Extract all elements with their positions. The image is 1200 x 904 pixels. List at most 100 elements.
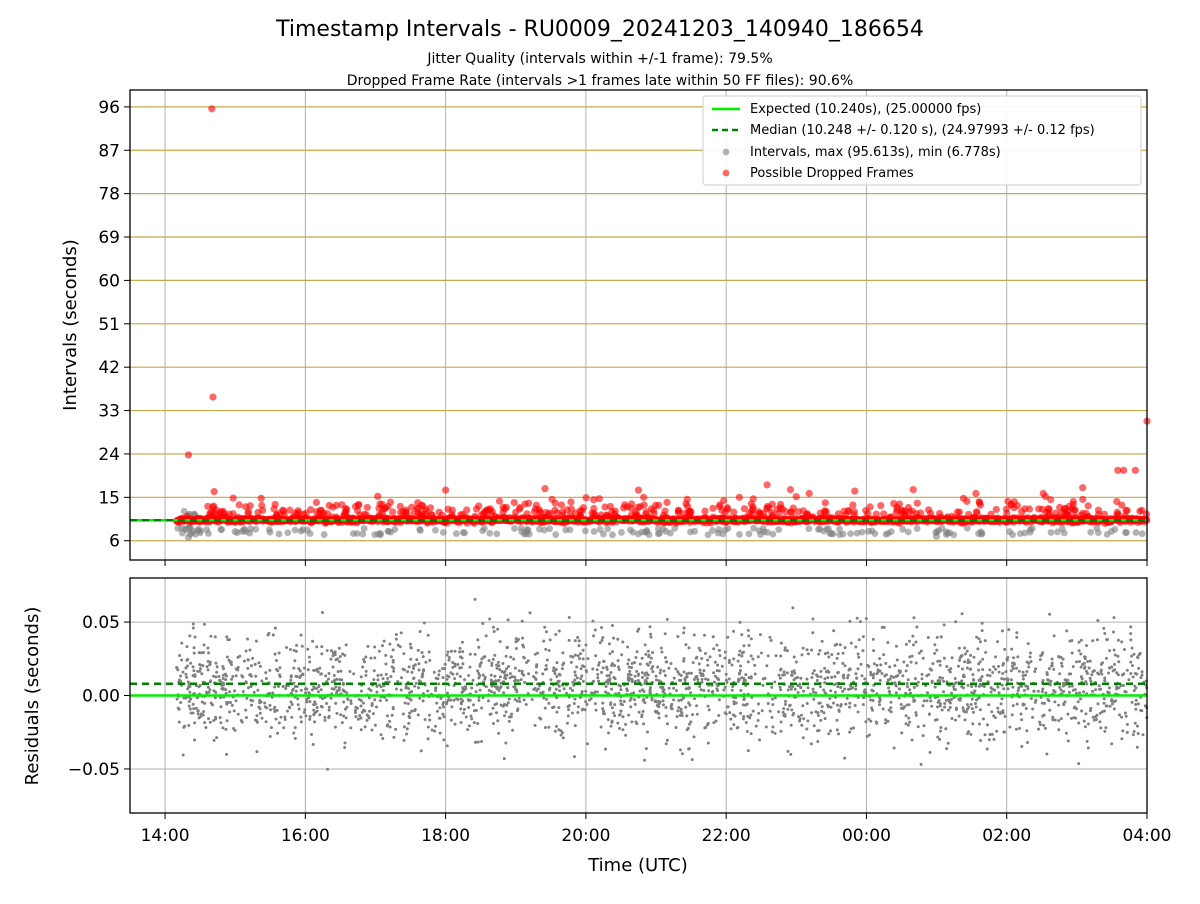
- residual-point: [295, 675, 298, 678]
- residual-point: [929, 751, 932, 754]
- residual-point: [1136, 656, 1139, 659]
- residual-point: [708, 655, 711, 658]
- residual-point: [842, 674, 845, 677]
- residual-point: [1115, 671, 1118, 674]
- interval-point: [750, 525, 757, 532]
- residual-point: [192, 703, 195, 706]
- residual-point: [650, 636, 653, 639]
- residual-point: [400, 631, 403, 634]
- interval-point: [292, 527, 299, 534]
- residual-point: [692, 661, 695, 664]
- residual-point: [243, 660, 246, 663]
- residual-point: [737, 660, 740, 663]
- residual-point: [662, 670, 665, 673]
- residual-point: [512, 658, 515, 661]
- residual-point: [971, 707, 974, 710]
- residual-point: [838, 710, 841, 713]
- intervals-y-tick-label: 87: [98, 141, 120, 161]
- residual-point: [780, 642, 783, 645]
- residual-point: [200, 713, 203, 716]
- residual-point: [942, 690, 945, 693]
- residual-point: [368, 696, 371, 699]
- residual-point: [687, 686, 690, 689]
- residual-point: [346, 698, 349, 701]
- residual-point: [717, 678, 720, 681]
- residual-point: [327, 672, 330, 675]
- residual-point: [819, 685, 822, 688]
- residual-point: [857, 653, 860, 656]
- residual-point: [997, 710, 1000, 713]
- residual-point: [333, 674, 336, 677]
- residual-point: [693, 697, 696, 700]
- residual-point: [1126, 731, 1129, 734]
- residual-point: [619, 699, 622, 702]
- residual-point: [324, 674, 327, 677]
- residual-point: [656, 666, 659, 669]
- residual-point: [786, 649, 789, 652]
- residual-point: [1020, 685, 1023, 688]
- residual-point: [707, 678, 710, 681]
- residual-point: [660, 650, 663, 653]
- interval-point: [746, 530, 753, 537]
- residual-point: [963, 710, 966, 713]
- residual-point: [608, 674, 611, 677]
- residual-point: [910, 661, 913, 664]
- residual-point: [779, 655, 782, 658]
- residual-point: [954, 677, 957, 680]
- residual-point: [316, 710, 319, 713]
- residual-point: [1041, 715, 1044, 718]
- residual-point: [915, 714, 918, 717]
- residual-point: [1039, 723, 1042, 726]
- residual-point: [960, 654, 963, 657]
- residual-point: [335, 691, 338, 694]
- residual-point: [176, 698, 179, 701]
- residual-point: [417, 662, 420, 665]
- residual-point: [655, 678, 658, 681]
- residual-point: [366, 713, 369, 716]
- residual-point: [265, 677, 268, 680]
- residual-point: [492, 722, 495, 725]
- residual-point: [409, 658, 412, 661]
- residual-point: [619, 710, 622, 713]
- residual-point: [497, 732, 500, 735]
- residual-point: [816, 711, 819, 714]
- residual-point: [516, 707, 519, 710]
- residual-point: [961, 706, 964, 709]
- residual-point: [207, 660, 210, 663]
- residual-point: [862, 635, 865, 638]
- residual-point: [807, 652, 810, 655]
- residual-point: [428, 718, 431, 721]
- residual-point: [668, 687, 671, 690]
- residual-point: [666, 618, 669, 621]
- residual-point: [511, 729, 514, 732]
- residual-point: [207, 691, 210, 694]
- interval-point: [1139, 530, 1146, 537]
- residual-point: [509, 656, 512, 659]
- residual-point: [352, 672, 355, 675]
- residual-point: [1081, 663, 1084, 666]
- residual-point: [1080, 666, 1083, 669]
- interval-point: [511, 525, 518, 532]
- residual-point: [208, 688, 211, 691]
- dropped-frame-point: [862, 507, 869, 514]
- dropped-frame-point: [516, 505, 523, 512]
- dropped-frame-point: [612, 507, 619, 514]
- residual-point: [297, 703, 300, 706]
- residual-point: [1010, 648, 1013, 651]
- residual-point: [279, 716, 282, 719]
- residual-point: [342, 689, 345, 692]
- residual-point: [289, 648, 292, 651]
- dropped-frame-point: [364, 504, 371, 511]
- residual-point: [617, 659, 620, 662]
- residual-point: [395, 688, 398, 691]
- dropped-frame-point: [300, 511, 307, 518]
- dropped-frame-point: [376, 511, 383, 518]
- dropped-frame-point: [542, 509, 549, 516]
- dropped-frame-point: [1070, 498, 1077, 505]
- residual-point: [373, 645, 376, 648]
- residual-point: [908, 688, 911, 691]
- residual-point: [575, 666, 578, 669]
- residual-point: [682, 660, 685, 663]
- residual-point: [1015, 631, 1018, 634]
- residual-point: [778, 674, 781, 677]
